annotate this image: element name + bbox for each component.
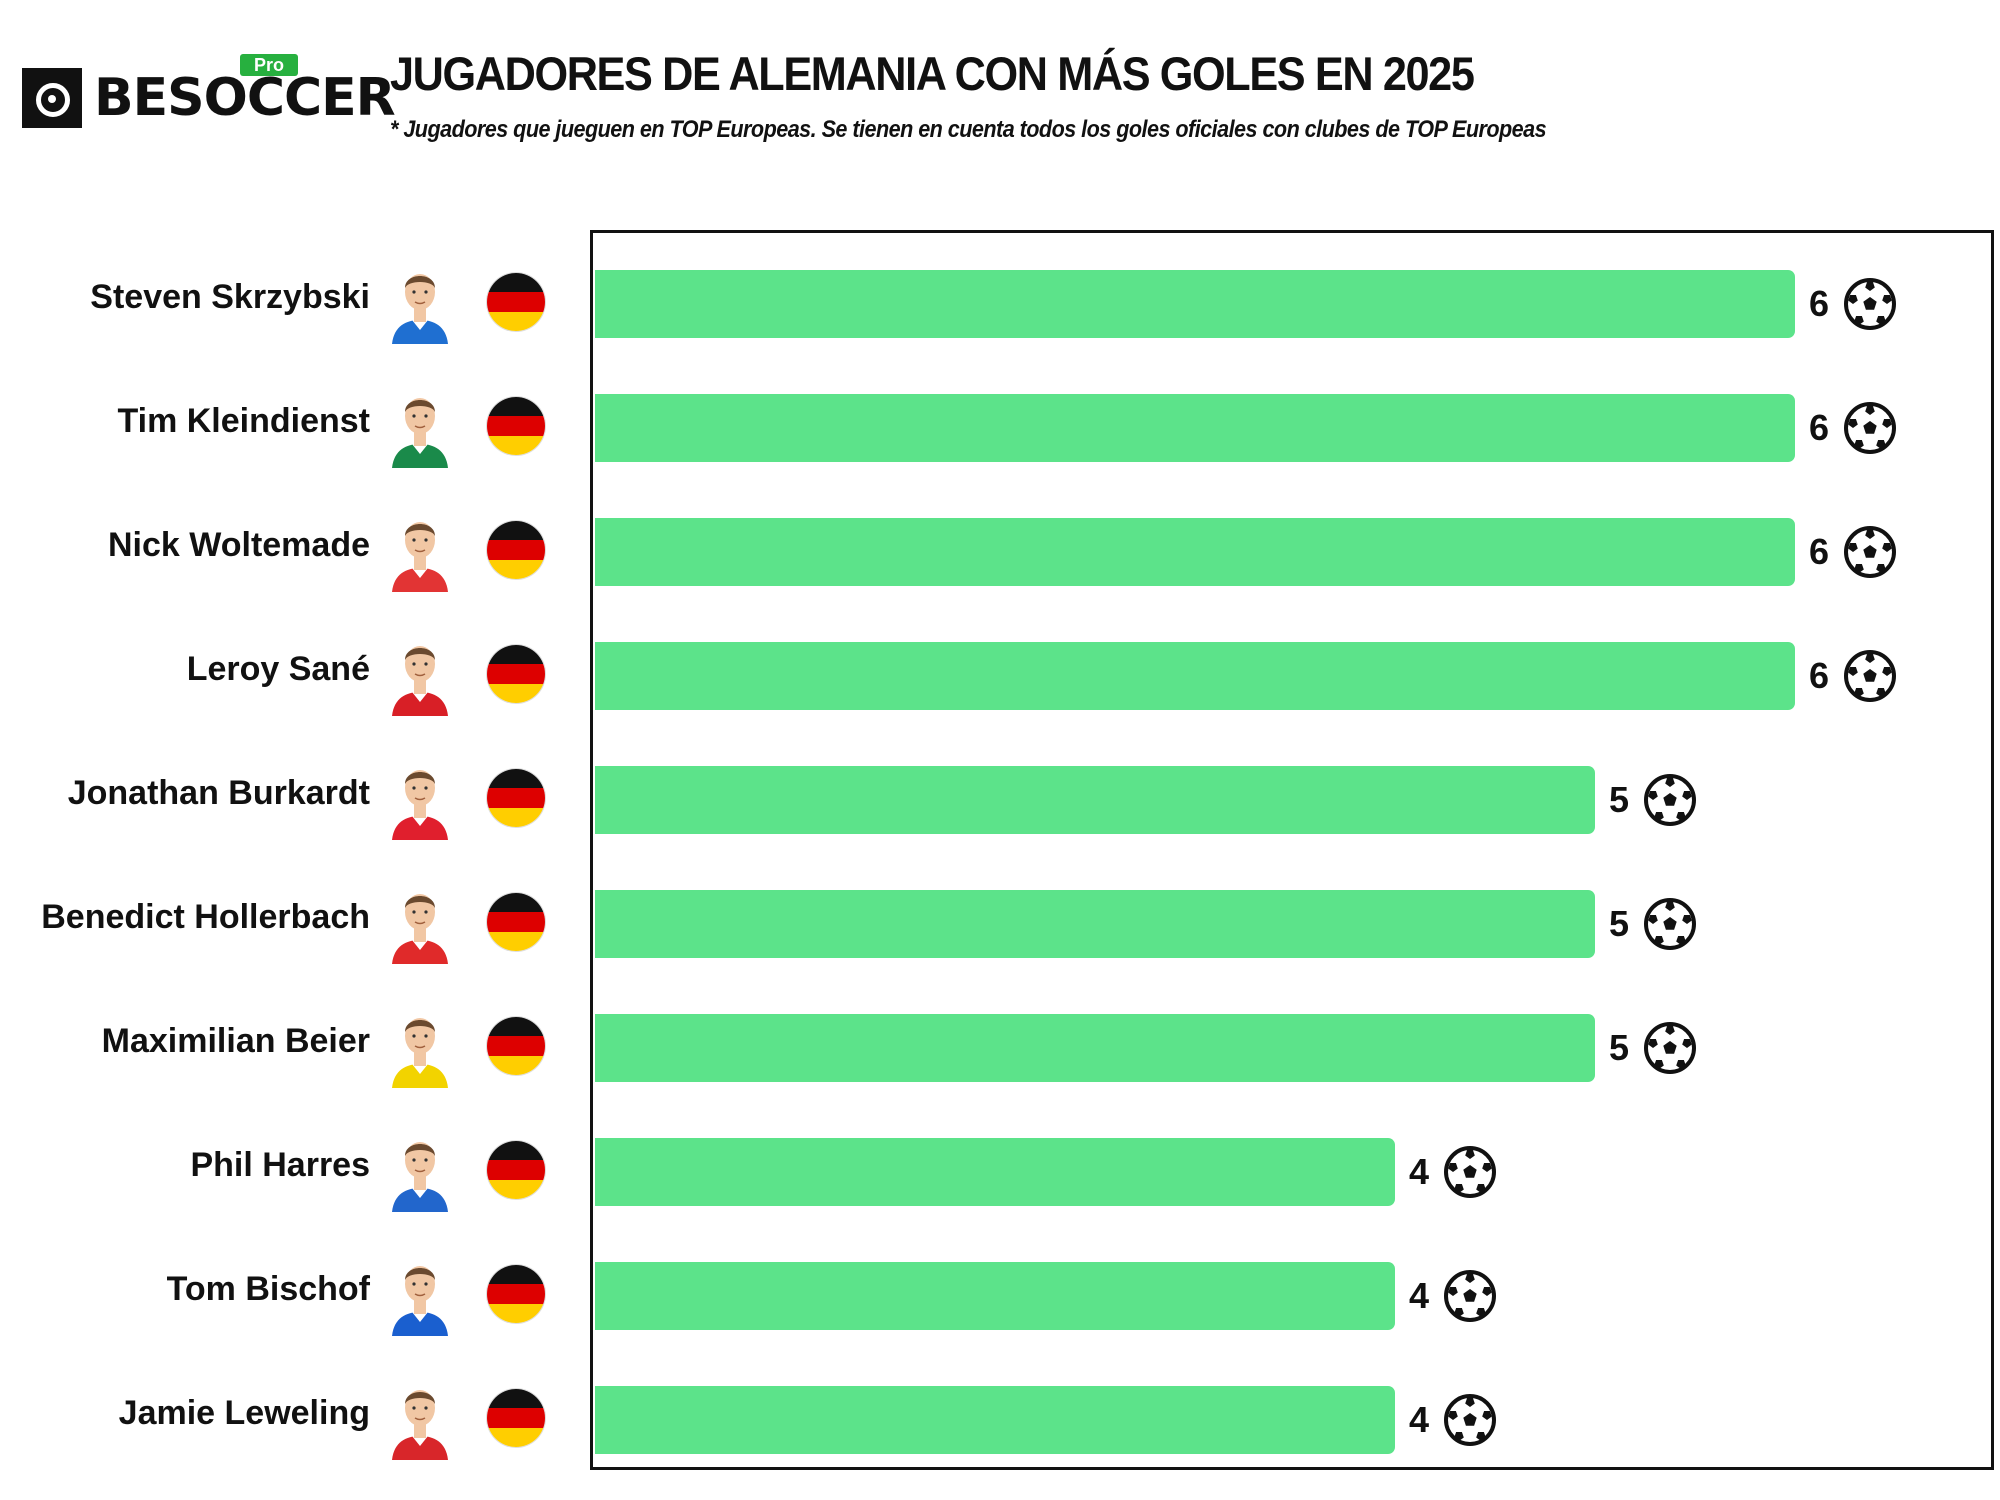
value-label-group: 6 <box>1809 270 1897 338</box>
bar-row: Maximilian Beier 5 <box>0 984 2000 1108</box>
bar-row: Leroy Sané 6 <box>0 612 2000 736</box>
germany-flag-icon <box>487 1265 545 1323</box>
value-label-group: 5 <box>1609 1014 1697 1082</box>
bar-row: Benedict Hollerbach 5 <box>0 860 2000 984</box>
goals-bar <box>595 1014 1595 1082</box>
goals-bar <box>595 270 1795 338</box>
value-label-group: 4 <box>1409 1262 1497 1330</box>
player-avatar <box>388 1376 452 1460</box>
player-avatar <box>388 756 452 840</box>
goals-value-label: 5 <box>1609 779 1630 820</box>
player-name-label: Steven Skrzybski <box>90 278 370 316</box>
value-label-group: 6 <box>1809 394 1897 462</box>
goals-bar <box>595 766 1595 834</box>
goals-value-label: 6 <box>1809 283 1830 324</box>
goals-value-label: 4 <box>1409 1151 1430 1192</box>
plot-frame <box>590 230 1994 1470</box>
soccer-ball-icon <box>1643 1021 1697 1075</box>
bar-row: Steven Skrzybski 6 <box>0 240 2000 364</box>
germany-flag-icon <box>487 273 545 331</box>
pro-badge: Pro <box>240 54 299 76</box>
soccer-ball-icon <box>1843 525 1897 579</box>
bar-row: Nick Woltemade 6 <box>0 488 2000 612</box>
goals-bar <box>595 394 1795 462</box>
soccer-ball-icon <box>1843 649 1897 703</box>
value-label-group: 6 <box>1809 518 1897 586</box>
bar-row: Tom Bischof 4 <box>0 1232 2000 1356</box>
soccer-ball-icon <box>1843 277 1897 331</box>
germany-flag-icon <box>487 645 545 703</box>
player-name-label: Maximilian Beier <box>101 1022 370 1060</box>
soccer-ball-icon <box>1443 1269 1497 1323</box>
value-label-group: 4 <box>1409 1138 1497 1206</box>
goals-value-label: 6 <box>1809 407 1830 448</box>
goals-value-label: 6 <box>1809 531 1830 572</box>
goals-bar <box>595 1138 1395 1206</box>
chart-title: JUGADORES DE ALEMANIA CON MÁS GOLES EN 2… <box>390 47 1475 100</box>
goals-value-label: 4 <box>1409 1275 1430 1316</box>
bar-row: Jonathan Burkardt 5 <box>0 736 2000 860</box>
value-label-group: 5 <box>1609 890 1697 958</box>
goals-bar <box>595 1262 1395 1330</box>
goals-bar <box>595 1386 1395 1454</box>
goals-bar <box>595 518 1795 586</box>
chart-subtitle: * Jugadores que jueguen en TOP Europeas.… <box>390 116 1547 143</box>
goals-value-label: 4 <box>1409 1399 1430 1440</box>
player-name-label: Phil Harres <box>190 1146 370 1184</box>
germany-flag-icon <box>487 1141 545 1199</box>
soccer-ball-icon <box>1443 1145 1497 1199</box>
player-avatar <box>388 1128 452 1212</box>
soccer-ball-icon <box>1443 1393 1497 1447</box>
germany-flag-icon <box>487 769 545 827</box>
player-avatar <box>388 260 452 344</box>
goals-value-label: 5 <box>1609 1027 1630 1068</box>
besoccer-logo: BESOCCER Pro <box>22 52 396 136</box>
player-avatar <box>388 880 452 964</box>
player-name-label: Nick Woltemade <box>107 526 370 564</box>
player-name-label: Tim Kleindienst <box>117 402 370 440</box>
bar-row: Jamie Leweling 4 <box>0 1356 2000 1480</box>
player-name-label: Tom Bischof <box>166 1270 370 1308</box>
player-name-label: Jamie Leweling <box>118 1394 370 1432</box>
player-avatar <box>388 1004 452 1088</box>
soccer-ball-icon <box>1843 401 1897 455</box>
besoccer-logo-icon <box>22 68 82 128</box>
germany-flag-icon <box>487 893 545 951</box>
germany-flag-icon <box>487 1017 545 1075</box>
value-label-group: 4 <box>1409 1386 1497 1454</box>
value-label-group: 5 <box>1609 766 1697 834</box>
player-avatar <box>388 1252 452 1336</box>
germany-flag-icon <box>487 397 545 455</box>
bar-row: Tim Kleindienst 6 <box>0 364 2000 488</box>
player-avatar <box>388 632 452 716</box>
player-avatar <box>388 384 452 468</box>
soccer-ball-icon <box>1643 773 1697 827</box>
bar-row: Phil Harres 4 <box>0 1108 2000 1232</box>
goals-bar <box>595 642 1795 710</box>
germany-flag-icon <box>487 521 545 579</box>
brand-name: BESOCCER <box>94 68 396 128</box>
value-label-group: 6 <box>1809 642 1897 710</box>
player-name-label: Jonathan Burkardt <box>67 774 370 812</box>
player-avatar <box>388 508 452 592</box>
player-name-label: Benedict Hollerbach <box>41 898 370 936</box>
germany-flag-icon <box>487 1389 545 1447</box>
goals-value-label: 5 <box>1609 903 1630 944</box>
player-name-label: Leroy Sané <box>186 650 370 688</box>
soccer-ball-icon <box>1643 897 1697 951</box>
goals-value-label: 6 <box>1809 655 1830 696</box>
goals-bar <box>595 890 1595 958</box>
